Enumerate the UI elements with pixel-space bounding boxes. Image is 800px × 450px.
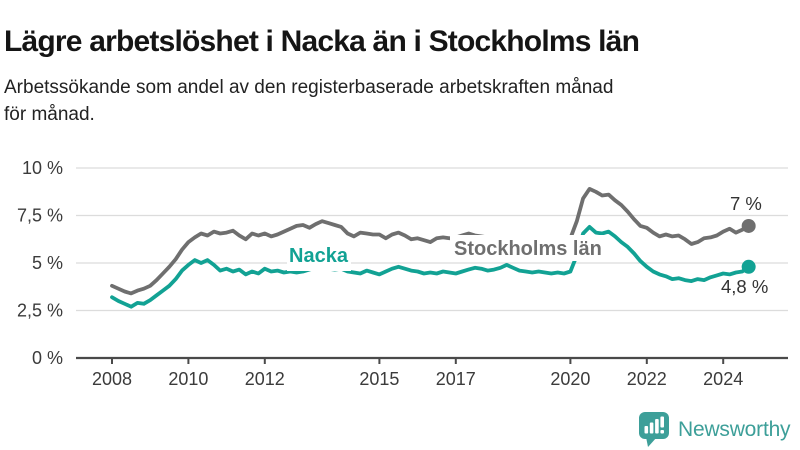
y-axis-tick-label: 0 % [32, 348, 63, 368]
y-axis-tick-label: 2,5 % [17, 301, 63, 321]
series-line-stockholms-lan [110, 187, 751, 296]
series-end-dot-nacka [741, 259, 756, 274]
brand-wordmark: Newsworthy [678, 417, 791, 441]
x-axis-tick-label: 2022 [627, 369, 667, 389]
series-line-nacka [110, 225, 751, 309]
x-axis-tick-label: 2024 [703, 369, 743, 389]
end-value-label-nacka: 4,8 % [721, 276, 769, 297]
x-axis-tick-label: 2017 [436, 369, 476, 389]
end-value-label-stockholms-lan: 7 % [730, 193, 762, 214]
subtitle-line-1: Arbetssökande som andel av den registerb… [4, 77, 614, 98]
bar-chart-speech-bubble-icon [639, 412, 669, 447]
series-end-dot-stockholms-lan [741, 218, 756, 233]
page-title: Lägre arbetslöshet i Nacka än i Stockhol… [4, 25, 640, 59]
x-axis-tick-label: 2020 [550, 369, 590, 389]
y-axis-tick-label: 7,5 % [17, 206, 63, 226]
line-chart: 10 % 7,5 % 5 % 2,5 % 0 % 2008 2010 2012 2015 2017… [17, 158, 788, 389]
x-axis-tick-label: 2015 [359, 369, 399, 389]
x-axis-tick-label: 2012 [245, 369, 285, 389]
x-axis-tick-label: 2008 [92, 369, 132, 389]
newsworthy-logo: Newsworthy [638, 411, 791, 448]
x-axis-tick-label: 2010 [168, 369, 208, 389]
y-axis-tick-label: 10 % [22, 158, 63, 178]
series-label-stockholms-lan: Stockholms län [450, 235, 606, 261]
subtitle-line-2: för månad. [4, 104, 95, 125]
y-axis-tick-label: 5 % [32, 253, 63, 273]
series-label-nacka: Nacka [287, 245, 351, 271]
chart-subtitle: Arbetssökande som andel av den registerb… [4, 74, 784, 128]
